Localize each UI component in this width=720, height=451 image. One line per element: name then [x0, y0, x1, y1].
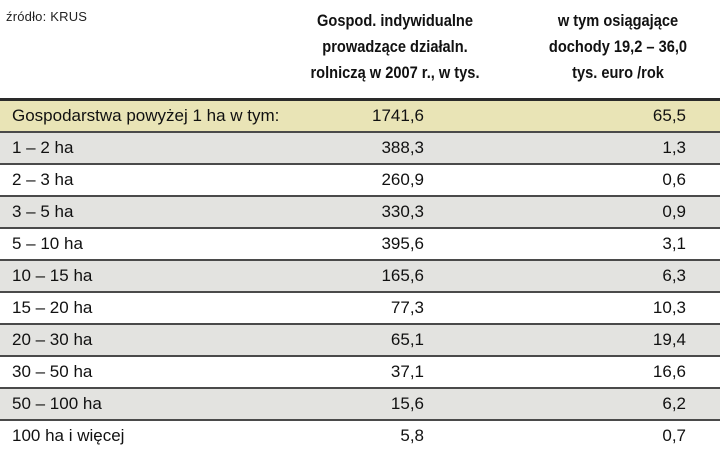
table-row-total: Gospodarstwa powyżej 1 ha w tym: 1741,6 …	[0, 101, 720, 133]
column-header-farms: Gospod. indywidualne prowadzące działaln…	[310, 11, 480, 82]
table-row: 20 – 30 ha 65,1 19,4	[0, 325, 720, 357]
row-label: 100 ha i więcej	[12, 426, 125, 445]
table-row: 30 – 50 ha 37,1 16,6	[0, 357, 720, 389]
row-value-income: 6,3	[662, 266, 686, 285]
row-label: 1 – 2 ha	[12, 138, 74, 157]
row-label: Gospodarstwa powyżej 1 ha w tym:	[12, 106, 280, 125]
row-value-income: 1,3	[662, 138, 686, 157]
table-row: 1 – 2 ha 388,3 1,3	[0, 133, 720, 165]
row-value-farms: 330,3	[381, 202, 424, 221]
row-label: 10 – 15 ha	[12, 266, 93, 285]
row-label: 30 – 50 ha	[12, 362, 93, 381]
row-value-income: 3,1	[662, 234, 686, 253]
row-value-income: 16,6	[652, 362, 686, 381]
row-value-income: 0,6	[662, 170, 686, 189]
table-row: 5 – 10 ha 395,6 3,1	[0, 229, 720, 261]
table-row: 50 – 100 ha 15,6 6,2	[0, 389, 720, 421]
table-row: 15 – 20 ha 77,3 10,3	[0, 293, 720, 325]
row-value-income: 19,4	[652, 330, 686, 349]
row-value-farms: 15,6	[390, 394, 424, 413]
row-value-farms: 260,9	[381, 170, 424, 189]
row-value-farms: 395,6	[381, 234, 424, 253]
row-label: 5 – 10 ha	[12, 234, 83, 253]
table-row: 100 ha i więcej 5,8 0,7	[0, 421, 720, 451]
row-value-farms: 165,6	[381, 266, 424, 285]
row-value-farms: 388,3	[381, 138, 424, 157]
row-value-income: 0,7	[662, 426, 686, 445]
table-row: 10 – 15 ha 165,6 6,3	[0, 261, 720, 293]
table-header: źródło: KRUS Gospod. indywidualne prowad…	[0, 0, 720, 98]
source-note: źródło: KRUS	[6, 9, 88, 24]
table-body: Gospodarstwa powyżej 1 ha w tym: 1741,6 …	[0, 101, 720, 451]
row-value-farms: 77,3	[390, 298, 424, 317]
row-value-income: 65,5	[652, 106, 686, 125]
row-value-farms: 1741,6	[372, 106, 424, 125]
row-value-farms: 37,1	[390, 362, 424, 381]
row-value-income: 10,3	[652, 298, 686, 317]
row-label: 15 – 20 ha	[12, 298, 93, 317]
row-label: 20 – 30 ha	[12, 330, 93, 349]
row-label: 50 – 100 ha	[12, 394, 102, 413]
row-label: 2 – 3 ha	[12, 170, 74, 189]
row-label: 3 – 5 ha	[12, 202, 74, 221]
table-row: 3 – 5 ha 330,3 0,9	[0, 197, 720, 229]
column-header-income: w tym osiągające dochody 19,2 – 36,0 tys…	[548, 11, 688, 82]
row-value-income: 6,2	[662, 394, 686, 413]
row-value-income: 0,9	[662, 202, 686, 221]
table-row: 2 – 3 ha 260,9 0,6	[0, 165, 720, 197]
header-rule	[0, 98, 720, 101]
row-value-farms: 5,8	[400, 426, 424, 445]
row-value-farms: 65,1	[390, 330, 424, 349]
